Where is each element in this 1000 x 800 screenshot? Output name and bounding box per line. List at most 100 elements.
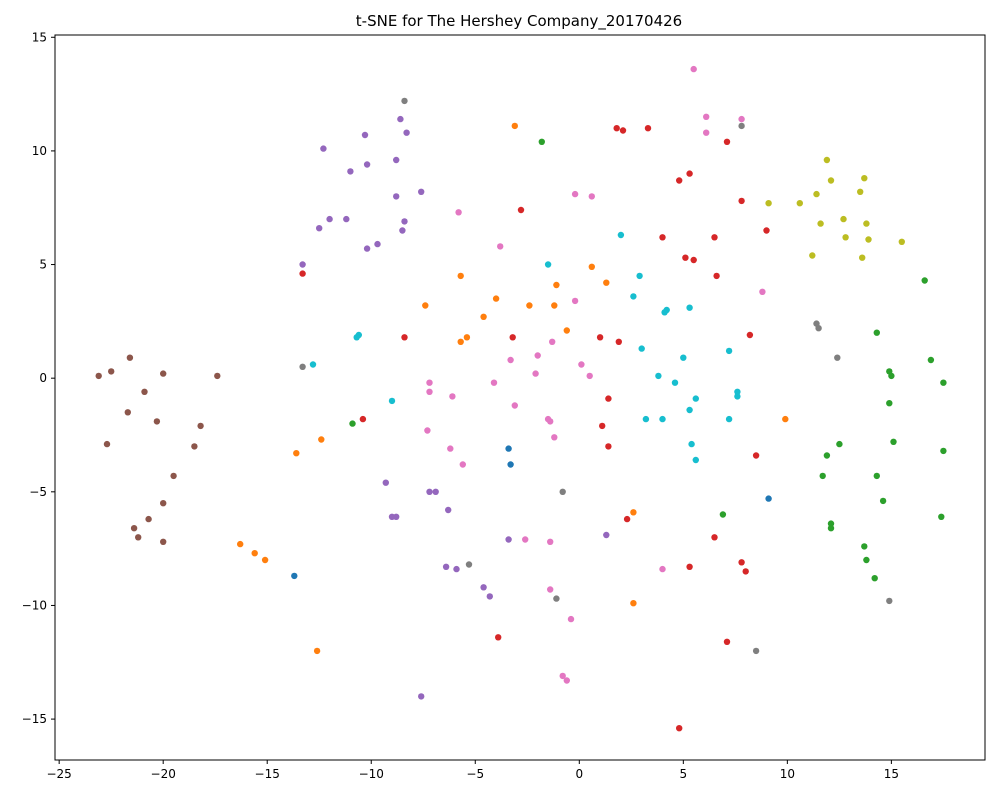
data-point (886, 400, 893, 407)
data-point (605, 395, 612, 402)
data-point (725, 415, 733, 423)
data-point (318, 436, 325, 443)
data-point (711, 534, 718, 541)
data-point (465, 561, 473, 568)
data-point (613, 125, 620, 132)
data-point (940, 379, 947, 386)
data-point (463, 334, 471, 341)
data-point (316, 225, 323, 232)
data-point (95, 372, 102, 380)
data-point (809, 252, 816, 259)
data-point (603, 531, 610, 539)
data-point (571, 297, 579, 305)
data-point (676, 177, 683, 184)
data-point (661, 309, 668, 316)
data-point (703, 129, 710, 136)
data-point (538, 138, 545, 145)
data-point (551, 302, 558, 309)
data-point (359, 415, 367, 423)
data-point (713, 272, 720, 280)
data-point (873, 472, 880, 480)
data-point (511, 402, 518, 409)
data-point (723, 638, 731, 645)
data-point (135, 534, 142, 541)
data-point (723, 138, 731, 145)
data-point (617, 231, 625, 239)
data-point (261, 556, 269, 564)
data-point (827, 520, 835, 527)
x-tick-label: −5 (466, 767, 484, 781)
data-point (153, 418, 161, 425)
data-point (638, 345, 645, 352)
data-point (559, 672, 566, 680)
data-point (752, 452, 760, 459)
data-point (842, 234, 849, 241)
data-point (445, 506, 452, 514)
data-point (815, 325, 822, 332)
data-point (738, 122, 745, 130)
data-point (752, 647, 760, 655)
data-point (141, 388, 148, 395)
data-point (170, 472, 177, 480)
x-axis: −25 −20 −15 −10 −5 0 5 10 15 (46, 760, 899, 781)
data-point (442, 563, 450, 570)
data-point (495, 634, 502, 641)
data-point (426, 379, 433, 386)
data-point (480, 584, 487, 591)
data-point (517, 206, 525, 214)
data-point (688, 440, 695, 448)
data-point (130, 525, 138, 532)
data-point (644, 125, 652, 132)
data-point (686, 406, 693, 414)
x-tick-label: −25 (46, 767, 71, 781)
data-point (547, 586, 554, 593)
data-point (214, 372, 221, 380)
data-point (659, 565, 666, 573)
data-point (765, 495, 772, 502)
data-point (320, 145, 327, 152)
data-point (418, 188, 425, 195)
x-tick-label: −15 (255, 767, 280, 781)
data-point (738, 197, 745, 205)
data-point (313, 647, 321, 655)
data-point (401, 218, 408, 225)
data-point (490, 379, 498, 386)
data-point (393, 193, 400, 200)
y-tick-label: −15 (22, 712, 47, 726)
data-point (567, 615, 575, 623)
data-point (563, 327, 570, 334)
data-point (293, 450, 300, 457)
y-axis: 15 10 5 0 −5 −10 −15 (22, 30, 55, 726)
chart-title: t-SNE for The Hershey Company_20170426 (356, 12, 682, 31)
data-point (642, 415, 650, 423)
x-tick-label: 5 (680, 767, 688, 781)
data-point (686, 563, 693, 570)
y-tick-label: 10 (32, 144, 47, 158)
data-point (361, 131, 369, 139)
data-point (834, 354, 841, 361)
data-point (532, 370, 539, 377)
data-point (859, 254, 866, 261)
data-point (251, 550, 258, 557)
data-point (725, 347, 733, 355)
data-point (836, 440, 843, 448)
data-point (734, 393, 741, 400)
data-point (682, 254, 689, 261)
data-point (326, 215, 333, 223)
data-point (763, 227, 770, 234)
data-point (578, 361, 585, 368)
data-point (605, 443, 612, 450)
data-point (940, 447, 947, 455)
data-point (509, 334, 516, 341)
y-tick-label: 5 (39, 258, 47, 272)
data-point (823, 156, 831, 164)
data-point (586, 372, 593, 380)
data-point (692, 395, 699, 402)
data-point (418, 693, 425, 700)
data-point (299, 261, 306, 268)
data-point (424, 427, 431, 434)
y-tick-label: 0 (39, 371, 47, 385)
data-point (459, 461, 466, 468)
data-point (399, 227, 406, 234)
data-point (401, 97, 408, 105)
